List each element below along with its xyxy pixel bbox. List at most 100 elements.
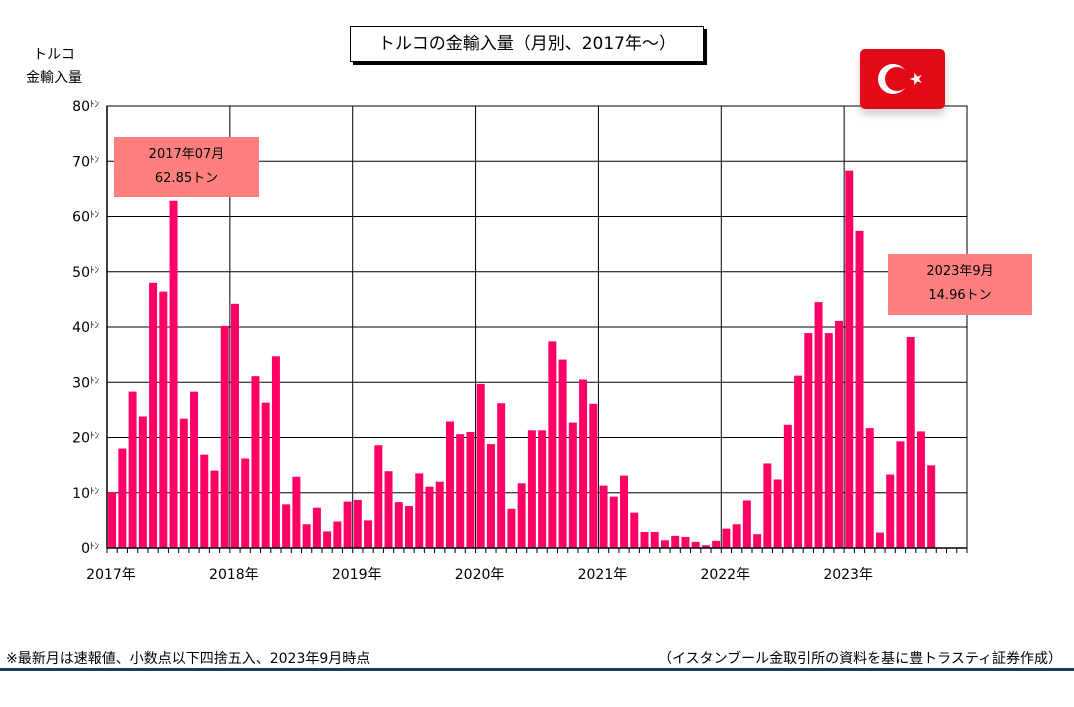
bar	[548, 341, 557, 548]
chart-tick-labels: 0ﾄﾝ 10ﾄﾝ 20ﾄﾝ 30ﾄﾝ 40ﾄﾝ 50ﾄﾝ 60ﾄﾝ 70ﾄﾝ 80ﾄﾝ 2017年…	[72, 99, 873, 583]
bar	[609, 496, 618, 548]
bar	[425, 486, 434, 548]
bar	[271, 356, 280, 548]
bar	[343, 501, 352, 548]
bottom-divider	[0, 668, 1074, 671]
x-tick-label: 2022年	[700, 567, 750, 583]
bar	[118, 448, 127, 548]
bar	[691, 541, 700, 548]
bar	[323, 531, 332, 548]
callout-first-value: 62.85トン	[154, 171, 219, 186]
bar	[415, 473, 424, 548]
bar	[906, 336, 915, 548]
bar	[722, 528, 731, 548]
bar	[814, 302, 823, 548]
bar	[599, 485, 608, 548]
y-tick-label: 10ﾄﾝ	[72, 486, 99, 502]
bar	[435, 481, 444, 548]
bar	[763, 463, 772, 548]
bar	[302, 524, 311, 548]
y-tick-label: 30ﾄﾝ	[72, 375, 99, 391]
bar	[312, 507, 321, 548]
bar	[169, 200, 178, 548]
chart-axes	[106, 106, 968, 553]
callout-latest: 2023年9月 14.96トン	[888, 254, 1032, 315]
bar	[251, 376, 260, 548]
callout-latest-value: 14.96トン	[928, 288, 992, 303]
y-axis-label-line1: トルコ	[33, 47, 75, 63]
callout-first-peak: 2017年07月 62.85トン	[114, 137, 259, 197]
bar	[732, 524, 741, 548]
bar	[384, 471, 393, 548]
bar	[681, 536, 690, 548]
y-tick-label: 70ﾄﾝ	[72, 154, 99, 170]
bar	[292, 476, 301, 548]
bar	[824, 333, 833, 548]
x-tick-label: 2020年	[455, 567, 505, 583]
bar	[640, 531, 649, 548]
bar	[671, 535, 680, 548]
bar	[210, 470, 219, 548]
bar	[374, 445, 383, 548]
bar	[456, 434, 465, 548]
bar	[108, 492, 117, 548]
bar	[742, 500, 751, 548]
y-tick-label: 40ﾄﾝ	[72, 320, 99, 336]
y-tick-label: 80ﾄﾝ	[72, 99, 99, 115]
bar	[241, 458, 250, 548]
bar	[333, 521, 342, 548]
bar	[589, 403, 598, 548]
x-tick-label: 2021年	[578, 567, 628, 583]
x-tick-label: 2018年	[209, 567, 259, 583]
bar	[927, 465, 936, 548]
bar	[394, 502, 403, 548]
bar	[486, 444, 495, 548]
bar	[783, 424, 792, 548]
bar	[865, 428, 874, 548]
bar	[200, 454, 209, 548]
bar	[353, 499, 362, 548]
bar	[445, 421, 454, 548]
bar	[568, 422, 577, 548]
bar	[507, 508, 516, 548]
bar	[138, 416, 147, 548]
bar	[364, 520, 373, 548]
chart-bars	[108, 170, 936, 549]
bar	[190, 391, 199, 548]
x-tick-label: 2019年	[332, 567, 382, 583]
bar	[712, 540, 721, 548]
x-tick-label: 2023年	[823, 567, 873, 583]
bar	[149, 282, 158, 548]
bar	[773, 479, 782, 548]
bar	[220, 325, 229, 548]
bar	[466, 431, 475, 548]
x-tick-label: 2017年	[86, 567, 136, 583]
bar	[630, 512, 639, 548]
bar	[804, 333, 813, 548]
y-axis-label: トルコ 金輸入量	[14, 44, 94, 90]
bar	[620, 475, 629, 548]
bar	[753, 534, 762, 548]
bar	[538, 430, 547, 548]
y-tick-label: 20ﾄﾝ	[72, 431, 99, 447]
bar	[579, 379, 588, 548]
bar	[794, 375, 803, 548]
bar	[128, 391, 137, 548]
bar	[405, 506, 414, 548]
chart-title: トルコの金輸入量（月別、2017年～）	[350, 26, 704, 62]
bar	[230, 303, 239, 548]
footnote: ※最新月は速報値、小数点以下四捨五入、2023年9月時点	[6, 651, 371, 667]
bar	[896, 441, 905, 548]
y-axis-label-line2: 金輸入量	[26, 70, 82, 86]
bar	[835, 320, 844, 548]
bar	[875, 532, 884, 548]
bar	[261, 402, 270, 548]
bar	[886, 474, 895, 548]
turkey-flag-icon	[860, 49, 945, 109]
bar	[179, 418, 188, 548]
bar	[517, 483, 526, 548]
bar	[660, 540, 669, 548]
y-tick-label: 50ﾄﾝ	[72, 265, 99, 281]
bar	[916, 431, 925, 548]
